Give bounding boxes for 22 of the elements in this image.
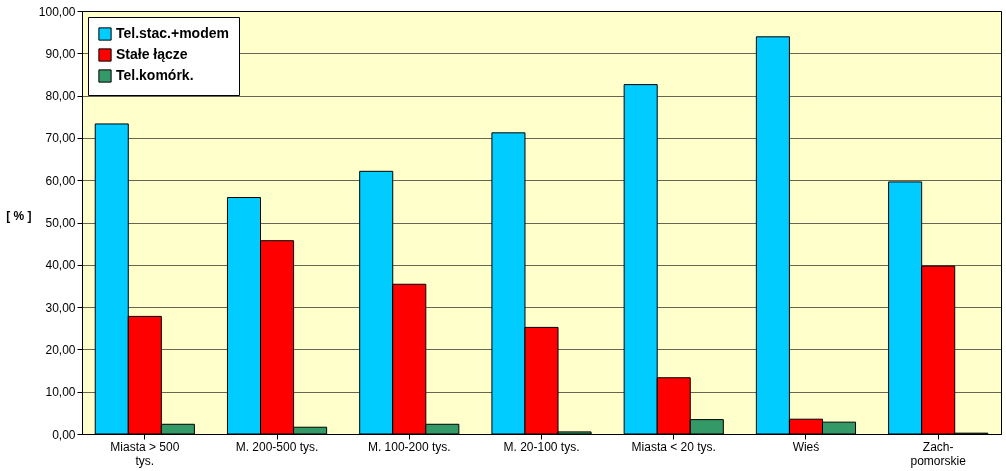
x-tick-label: Miasta < 20 tys. [631,439,716,454]
x-tick-label: M. 20-100 tys. [503,439,580,454]
legend-label: Tel.komórk. [116,67,194,83]
y-tick-label: 40,00 [45,258,76,273]
y-tick-label: 100,00 [38,4,76,19]
legend-label: Tel.stac.+modem [116,25,229,41]
y-tick-label: 20,00 [45,342,76,357]
y-tick-label: 80,00 [45,89,76,104]
y-tick-label: 70,00 [45,131,76,146]
x-tick-label: M. 100-200 tys. [367,439,451,454]
y-tick-label: 60,00 [45,173,76,188]
y-tick-label: 0,00 [52,427,76,442]
legend-label: Stałe łącze [116,46,188,62]
x-tick-label: M. 200-500 tys. [235,439,319,454]
y-tick-label: 10,00 [45,385,76,400]
y-tick-label: 50,00 [45,216,76,230]
y-tick-label: 90,00 [45,46,76,61]
x-tick-label: Wieś [792,439,820,454]
x-tick-label: Miasta > 500 tys. [110,439,180,468]
y-tick-label: 30,00 [45,300,76,315]
x-tick-label: Zach- pomorskie [910,439,967,468]
y-axis-title: [ % ] [6,209,32,223]
